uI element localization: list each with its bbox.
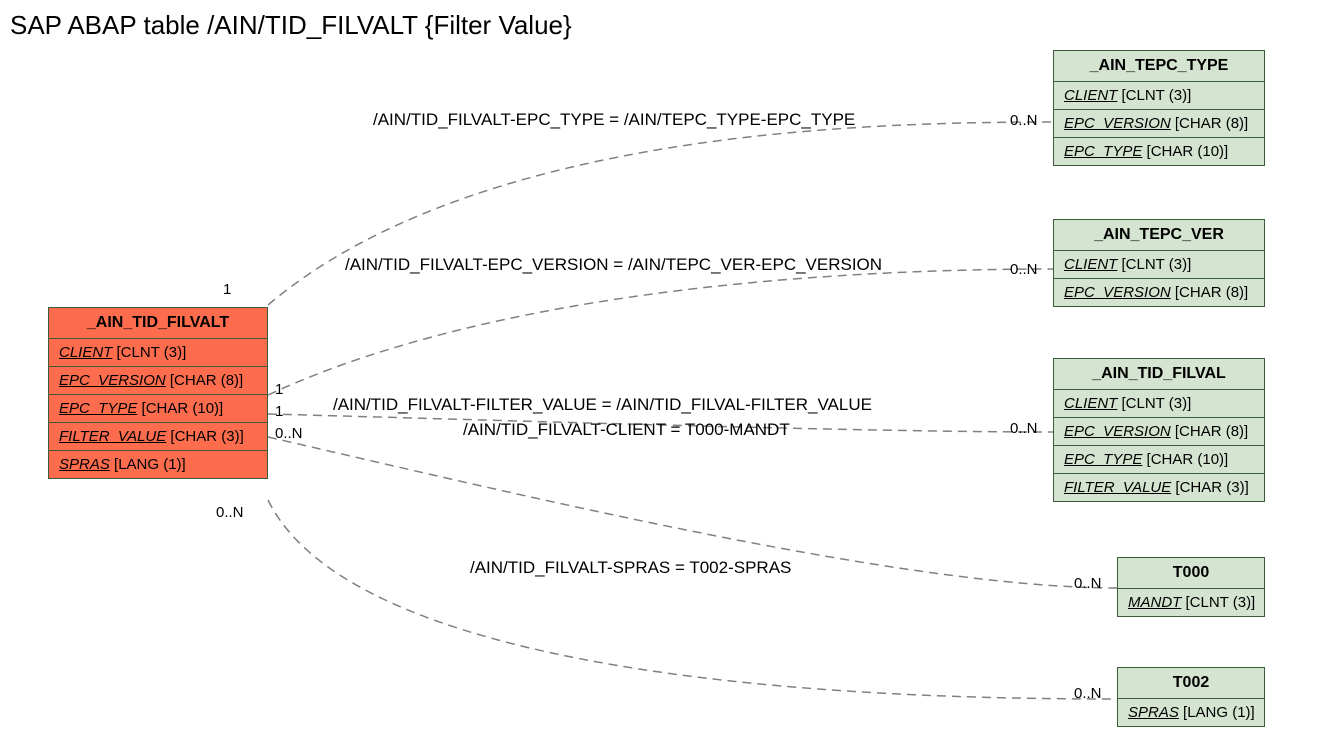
relation-label: /AIN/TID_FILVALT-CLIENT = T000-MANDT — [463, 420, 790, 440]
entity-box: _AIN_TID_FILVALCLIENT [CLNT (3)]EPC_VERS… — [1053, 358, 1265, 502]
field-type: [CLNT (3)] — [1181, 594, 1255, 611]
entity-box: _AIN_TEPC_VERCLIENT [CLNT (3)]EPC_VERSIO… — [1053, 219, 1265, 307]
field-type: [CHAR (10)] — [1142, 451, 1228, 468]
field-name: EPC_TYPE — [1064, 143, 1142, 160]
field-name: MANDT — [1128, 594, 1181, 611]
entity-field: FILTER_VALUE [CHAR (3)] — [1054, 474, 1264, 501]
field-name: FILTER_VALUE — [1064, 479, 1171, 496]
entity-field: EPC_TYPE [CHAR (10)] — [49, 395, 267, 423]
cardinality-target: 0..N — [1010, 420, 1038, 437]
cardinality-source: 1 — [275, 381, 283, 398]
field-type: [CLNT (3)] — [112, 344, 186, 361]
relation-label: /AIN/TID_FILVALT-EPC_VERSION = /AIN/TEPC… — [345, 255, 882, 275]
field-type: [CHAR (3)] — [1171, 479, 1249, 496]
cardinality-target: 0..N — [1074, 575, 1102, 592]
relation-line — [268, 269, 1053, 395]
entity-field: EPC_TYPE [CHAR (10)] — [1054, 446, 1264, 474]
field-name: CLIENT — [1064, 87, 1117, 104]
field-name: EPC_VERSION — [1064, 115, 1171, 132]
field-name: EPC_VERSION — [1064, 284, 1171, 301]
relation-label: /AIN/TID_FILVALT-EPC_TYPE = /AIN/TEPC_TY… — [373, 110, 855, 130]
field-name: EPC_VERSION — [59, 372, 166, 389]
cardinality-target: 0..N — [1074, 685, 1102, 702]
entity-header: _AIN_TEPC_VER — [1054, 220, 1264, 251]
entity-field: CLIENT [CLNT (3)] — [1054, 390, 1264, 418]
entity-header: T000 — [1118, 558, 1264, 589]
entity-field: SPRAS [LANG (1)] — [49, 451, 267, 478]
entity-field: MANDT [CLNT (3)] — [1118, 589, 1264, 616]
field-name: CLIENT — [1064, 256, 1117, 273]
entity-header: _AIN_TID_FILVAL — [1054, 359, 1264, 390]
cardinality-target: 0..N — [1010, 261, 1038, 278]
field-name: EPC_TYPE — [1064, 451, 1142, 468]
relation-line — [268, 500, 1117, 699]
cardinality-target: 0..N — [1010, 112, 1038, 129]
field-type: [CHAR (8)] — [1171, 423, 1249, 440]
field-type: [CLNT (3)] — [1117, 395, 1191, 412]
field-type: [LANG (1)] — [110, 456, 186, 473]
field-type: [CLNT (3)] — [1117, 256, 1191, 273]
field-name: EPC_VERSION — [1064, 423, 1171, 440]
field-name: SPRAS — [1128, 704, 1179, 721]
entity-header: _AIN_TEPC_TYPE — [1054, 51, 1264, 82]
cardinality-source: 1 — [275, 403, 283, 420]
cardinality-source: 0..N — [216, 504, 244, 521]
entity-field: CLIENT [CLNT (3)] — [1054, 251, 1264, 279]
entity-field: FILTER_VALUE [CHAR (3)] — [49, 423, 267, 451]
relation-label: /AIN/TID_FILVALT-FILTER_VALUE = /AIN/TID… — [333, 395, 872, 415]
field-type: [CHAR (10)] — [137, 400, 223, 417]
field-name: FILTER_VALUE — [59, 428, 166, 445]
field-type: [CHAR (8)] — [1171, 115, 1249, 132]
cardinality-source: 0..N — [275, 425, 303, 442]
entity-field: EPC_VERSION [CHAR (8)] — [1054, 279, 1264, 306]
field-type: [CHAR (10)] — [1142, 143, 1228, 160]
entity-field: CLIENT [CLNT (3)] — [49, 339, 267, 367]
entity-box: T002SPRAS [LANG (1)] — [1117, 667, 1265, 727]
field-name: SPRAS — [59, 456, 110, 473]
field-type: [CHAR (8)] — [1171, 284, 1249, 301]
relation-line — [268, 122, 1053, 305]
entity-box: _AIN_TEPC_TYPECLIENT [CLNT (3)]EPC_VERSI… — [1053, 50, 1265, 166]
entity-header: _AIN_TID_FILVALT — [49, 308, 267, 339]
entity-field: EPC_TYPE [CHAR (10)] — [1054, 138, 1264, 165]
entity-field: EPC_VERSION [CHAR (8)] — [1054, 110, 1264, 138]
entity-header: T002 — [1118, 668, 1264, 699]
field-name: CLIENT — [1064, 395, 1117, 412]
field-type: [CHAR (3)] — [166, 428, 244, 445]
relation-label: /AIN/TID_FILVALT-SPRAS = T002-SPRAS — [470, 558, 791, 578]
entity-field: EPC_VERSION [CHAR (8)] — [1054, 418, 1264, 446]
page-title: SAP ABAP table /AIN/TID_FILVALT {Filter … — [10, 10, 572, 41]
entity-box: _AIN_TID_FILVALTCLIENT [CLNT (3)]EPC_VER… — [48, 307, 268, 479]
field-name: EPC_TYPE — [59, 400, 137, 417]
entity-field: SPRAS [LANG (1)] — [1118, 699, 1264, 726]
field-name: CLIENT — [59, 344, 112, 361]
cardinality-source: 1 — [223, 281, 231, 298]
field-type: [CHAR (8)] — [166, 372, 244, 389]
entity-field: CLIENT [CLNT (3)] — [1054, 82, 1264, 110]
entity-field: EPC_VERSION [CHAR (8)] — [49, 367, 267, 395]
entity-box: T000MANDT [CLNT (3)] — [1117, 557, 1265, 617]
field-type: [LANG (1)] — [1179, 704, 1255, 721]
field-type: [CLNT (3)] — [1117, 87, 1191, 104]
